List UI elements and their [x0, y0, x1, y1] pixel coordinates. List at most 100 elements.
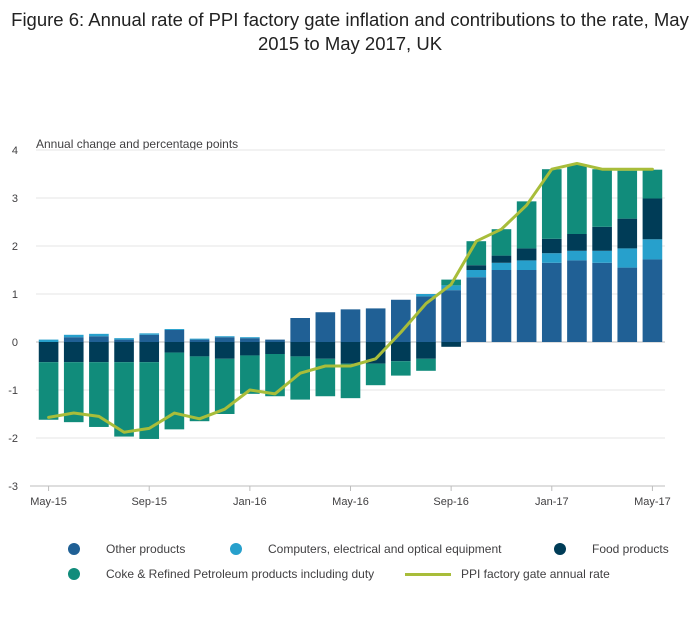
bar-segment [592, 226, 612, 251]
legend-line-swatch [405, 573, 451, 576]
bar-segment [567, 250, 587, 261]
bar-segment [441, 290, 461, 342]
bar-segment [365, 308, 386, 342]
bar-segment [63, 337, 84, 342]
bar-segment [240, 337, 260, 339]
bar-segment [617, 218, 638, 249]
legend-label: Other products [106, 542, 186, 556]
bar-segment [189, 338, 210, 340]
bar-segment [416, 342, 436, 359]
x-tick-label: Sep-15 [131, 496, 166, 508]
bar-segment [189, 339, 210, 342]
bar-segment [139, 362, 160, 439]
bar-segment [240, 342, 260, 356]
bar-segment [391, 299, 411, 342]
bar-segment [516, 260, 537, 270]
bar-segment [592, 169, 612, 227]
legend-dot-swatch [68, 543, 80, 555]
bar-segment [240, 355, 260, 394]
legend-label: Food products [592, 542, 669, 556]
bar-segment [567, 234, 587, 251]
bar-segment [265, 354, 285, 397]
bar-segment [365, 363, 386, 386]
legend-label: Coke & Refined Petroleum products includ… [106, 567, 375, 581]
y-tick-label: 2 [12, 241, 18, 253]
bar-segment [466, 270, 487, 278]
bar-segment [164, 329, 185, 330]
bar-segment [541, 169, 562, 239]
bar-segment [114, 338, 134, 340]
bar-segment [189, 342, 210, 357]
y-tick-label: -2 [8, 433, 18, 445]
bar-segment [541, 253, 562, 263]
line-series [47, 161, 654, 434]
bar-segment [63, 334, 84, 338]
x-tick-label: May-15 [30, 496, 67, 508]
bar-segment [642, 169, 663, 199]
bar-segment [89, 336, 109, 342]
bar-segment [416, 294, 436, 297]
bar-segment [617, 170, 638, 219]
x-tick-label: May-16 [332, 496, 369, 508]
axes: 4 3 2 1 0 -1 -2 -3 May-15 Sep-15 Jan-16 May-16 Sep-1… [8, 145, 671, 508]
bar-segment [516, 201, 537, 249]
bar-segment [139, 334, 160, 342]
bar-segment [315, 358, 336, 397]
bar-segment [491, 229, 512, 256]
bar-segment [541, 238, 562, 254]
bar-segment [391, 342, 411, 362]
bar-segment [189, 356, 210, 422]
bar-segment [38, 342, 59, 363]
bar-segment [642, 198, 663, 240]
bar-segment [164, 342, 185, 353]
bar-segment [642, 259, 663, 342]
bar-segment [265, 342, 285, 354]
bar-segment [491, 262, 512, 270]
bar-segment [63, 362, 84, 423]
bar-segment [592, 262, 612, 342]
bar-segment [89, 362, 109, 427]
bar-segment [541, 262, 562, 342]
legend-dot-swatch [68, 568, 80, 580]
y-tick-label: -1 [8, 385, 18, 397]
bar-segment [164, 352, 185, 430]
bar-segment [567, 164, 587, 234]
bar-segment [89, 342, 109, 363]
bars [38, 164, 663, 439]
bar-segment [516, 270, 537, 342]
y-tick-label: -3 [8, 481, 18, 493]
bar-segment [240, 338, 260, 342]
bar-segment [416, 358, 436, 371]
legend-dot-swatch [554, 543, 566, 555]
legend-label: PPI factory gate annual rate [461, 567, 610, 581]
bar-segment [290, 342, 310, 357]
bar-segment [214, 336, 235, 338]
bar-segment [214, 358, 235, 414]
bar-segment [114, 342, 134, 363]
bar-segment [214, 342, 235, 359]
y-tick-label: 4 [12, 145, 18, 157]
x-tick-label: Sep-16 [433, 496, 468, 508]
bar-segment [642, 239, 663, 260]
bar-segment [617, 267, 638, 342]
bar-segment [139, 342, 160, 363]
bar-segment [38, 339, 59, 342]
bar-segment [214, 337, 235, 342]
legend-dot-swatch [230, 543, 242, 555]
bar-segment [592, 250, 612, 263]
y-tick-label: 3 [12, 193, 18, 205]
bar-segment [516, 248, 537, 261]
bar-segment [315, 342, 336, 359]
bar-segment [466, 277, 487, 342]
bar-segment [114, 362, 134, 437]
bar-segment [290, 356, 310, 400]
bar-segment [365, 342, 386, 364]
bar-segment [391, 361, 411, 376]
y-axis-label: Annual change and percentage points [36, 137, 239, 151]
bar-segment [340, 363, 361, 399]
chart-title: Figure 6: Annual rate of PPI factory gat… [11, 9, 689, 54]
y-tick-label: 0 [12, 337, 18, 349]
y-tick-label: 1 [12, 289, 18, 301]
bar-segment [38, 362, 59, 420]
